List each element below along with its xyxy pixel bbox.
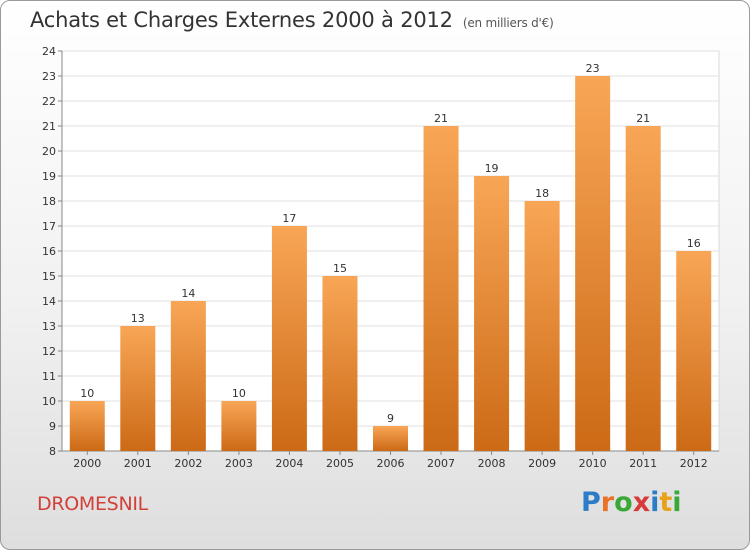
x-tick-label: 2004 [275, 457, 303, 470]
bar [271, 226, 307, 451]
bar [221, 401, 257, 451]
y-tick-label: 14 [42, 295, 56, 308]
bar-value-label: 16 [687, 237, 701, 250]
bar [474, 176, 510, 451]
x-tick-label: 2000 [73, 457, 101, 470]
x-tick-label: 2011 [629, 457, 657, 470]
x-tick-label: 2002 [174, 457, 202, 470]
y-tick-label: 20 [42, 145, 56, 158]
y-tick-label: 9 [49, 420, 56, 433]
y-tick-label: 8 [49, 445, 56, 458]
x-tick-label: 2008 [478, 457, 506, 470]
y-tick-label: 19 [42, 170, 56, 183]
bar-value-label: 13 [131, 312, 145, 325]
logo-letter: x [632, 487, 651, 518]
y-tick-label: 12 [42, 345, 56, 358]
bar-value-label: 18 [535, 187, 549, 200]
bar [423, 126, 459, 451]
y-tick-label: 15 [42, 270, 56, 283]
x-tick-label: 2001 [124, 457, 152, 470]
logo-letter: i [672, 487, 682, 518]
y-tick-label: 11 [42, 370, 56, 383]
bar [120, 326, 156, 451]
x-tick-label: 2007 [427, 457, 455, 470]
y-tick-label: 21 [42, 120, 56, 133]
bar-value-label: 21 [636, 112, 650, 125]
y-tick-label: 22 [42, 95, 56, 108]
bar [373, 426, 408, 451]
bar-value-label: 15 [333, 262, 347, 275]
bar [170, 301, 206, 451]
x-tick-label: 2012 [680, 457, 708, 470]
logo-letter: P [581, 487, 601, 518]
chart-title: Achats et Charges Externes 2000 à 2012 [30, 8, 453, 32]
bar [69, 401, 105, 451]
bar-value-label: 19 [485, 162, 499, 175]
y-tick-label: 23 [42, 70, 56, 83]
proxiti-logo: Proxiti [581, 487, 682, 518]
bar-value-label: 9 [387, 412, 394, 425]
y-tick-label: 10 [42, 395, 56, 408]
x-tick-label: 2010 [579, 457, 607, 470]
bar [676, 251, 712, 451]
bar-value-label: 10 [80, 387, 94, 400]
x-tick-label: 2009 [528, 457, 556, 470]
bar-value-label: 10 [232, 387, 246, 400]
bar [524, 201, 560, 451]
x-tick-label: 2003 [225, 457, 253, 470]
logo-letter: t [659, 487, 673, 518]
bar [322, 276, 358, 451]
x-tick-label: 2006 [377, 457, 405, 470]
commune-name: DROMESNIL [37, 493, 148, 515]
logo-letter: r [600, 487, 615, 518]
bar [625, 126, 661, 451]
y-tick-label: 18 [42, 195, 56, 208]
logo-letter: i [650, 487, 660, 518]
x-tick-label: 2005 [326, 457, 354, 470]
bar-value-label: 21 [434, 112, 448, 125]
y-tick-label: 24 [42, 45, 56, 58]
chart-unit: (en milliers d'€) [462, 16, 554, 30]
bar-value-label: 14 [181, 287, 195, 300]
logo-letter: o [614, 487, 633, 518]
chart-title-block: Achats et Charges Externes 2000 à 2012 (e… [30, 8, 554, 32]
bar [575, 76, 611, 451]
y-tick-label: 13 [42, 320, 56, 333]
bar-value-label: 23 [586, 62, 600, 75]
bar-value-label: 17 [282, 212, 296, 225]
y-tick-label: 16 [42, 245, 56, 258]
y-tick-label: 17 [42, 220, 56, 233]
